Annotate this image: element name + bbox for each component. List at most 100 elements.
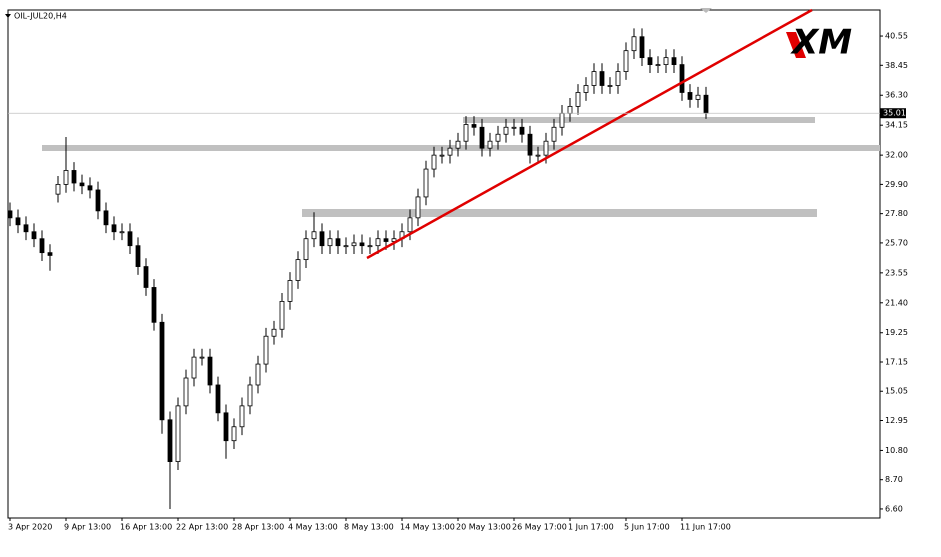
body <box>247 384 253 407</box>
chart-title: OIL-JUL20,H4 <box>14 12 67 21</box>
body <box>303 238 309 261</box>
y-tick-label: 23.55 <box>885 268 908 277</box>
y-tick-label: 21.40 <box>885 298 908 307</box>
y-tick-label: 38.45 <box>885 61 908 70</box>
body <box>119 231 125 234</box>
body <box>383 238 389 242</box>
body <box>63 170 69 185</box>
body <box>703 94 709 114</box>
y-tick-label: 32.00 <box>885 151 908 160</box>
body <box>487 140 493 149</box>
x-tick-label: 28 Apr 13:00 <box>232 523 284 532</box>
body <box>599 71 605 86</box>
body <box>407 217 413 233</box>
candles <box>7 28 709 509</box>
body <box>15 217 21 226</box>
y-tick-label: 34.15 <box>885 121 908 130</box>
zone <box>42 145 880 151</box>
zone <box>463 117 815 123</box>
body <box>527 133 533 156</box>
y-tick-label: 10.80 <box>885 446 908 455</box>
plot-frame <box>7 9 881 519</box>
body <box>111 224 117 233</box>
body <box>631 36 637 52</box>
x-tick-label: 20 May 13:00 <box>456 523 511 532</box>
body <box>47 252 53 256</box>
body <box>159 321 165 421</box>
x-tick-label: 5 Jun 17:00 <box>624 523 670 532</box>
body <box>551 126 557 142</box>
body <box>199 356 205 359</box>
x-tick-label: 4 May 13:00 <box>288 523 338 532</box>
trendline <box>366 8 813 260</box>
y-tick-label: 36.30 <box>885 91 908 100</box>
y-tick-label: 29.90 <box>885 180 908 189</box>
body <box>295 259 301 281</box>
body <box>663 57 669 66</box>
body <box>607 85 613 87</box>
y-tick-label: 8.70 <box>885 475 903 484</box>
body <box>575 92 581 107</box>
body <box>351 242 357 247</box>
body <box>71 170 77 184</box>
body <box>447 147 453 156</box>
body <box>335 238 341 247</box>
y-tick-label: 15.05 <box>885 387 908 396</box>
body <box>255 363 261 386</box>
body <box>343 245 349 248</box>
body <box>471 124 477 128</box>
body <box>151 287 157 323</box>
y-tick-label: 25.70 <box>885 238 908 247</box>
y-tick-label: 19.25 <box>885 328 908 337</box>
body <box>679 64 685 93</box>
body <box>231 426 237 442</box>
x-tick-label: 8 May 13:00 <box>344 523 394 532</box>
body <box>375 238 381 247</box>
x-tick-label: 26 May 17:00 <box>512 523 567 532</box>
body <box>359 242 365 247</box>
body <box>279 301 285 330</box>
body <box>183 377 189 407</box>
body <box>511 126 517 129</box>
body <box>647 57 653 66</box>
body <box>439 154 445 157</box>
body <box>615 71 621 86</box>
x-tick-label: 1 Jun 17:00 <box>568 523 614 532</box>
title-arrow <box>5 14 11 18</box>
body <box>23 224 29 233</box>
body <box>127 231 133 247</box>
body <box>95 189 101 212</box>
x-tick-label: 11 Jun 17:00 <box>680 523 731 532</box>
body <box>623 50 629 72</box>
body <box>415 196 421 219</box>
body <box>479 126 485 149</box>
body <box>567 105 573 114</box>
body <box>639 36 645 59</box>
body <box>79 182 85 187</box>
y-tick-label: 12.95 <box>885 416 908 425</box>
body <box>535 154 541 157</box>
body <box>495 133 501 142</box>
body <box>215 384 221 414</box>
y-tick-label: 40.55 <box>885 32 908 41</box>
body <box>431 154 437 170</box>
body <box>175 405 181 462</box>
x-tick-label: 16 Apr 13:00 <box>120 523 172 532</box>
body <box>103 210 109 226</box>
body <box>223 412 229 442</box>
logo: XM <box>790 23 852 63</box>
body <box>519 126 525 135</box>
body <box>167 419 173 462</box>
body <box>559 112 565 128</box>
body <box>591 71 597 86</box>
body <box>207 356 213 386</box>
y-tick-label: 27.80 <box>885 209 908 218</box>
body <box>327 238 333 247</box>
body <box>455 140 461 149</box>
body <box>543 140 549 156</box>
body <box>311 231 317 240</box>
body <box>503 126 509 135</box>
body <box>655 64 661 67</box>
